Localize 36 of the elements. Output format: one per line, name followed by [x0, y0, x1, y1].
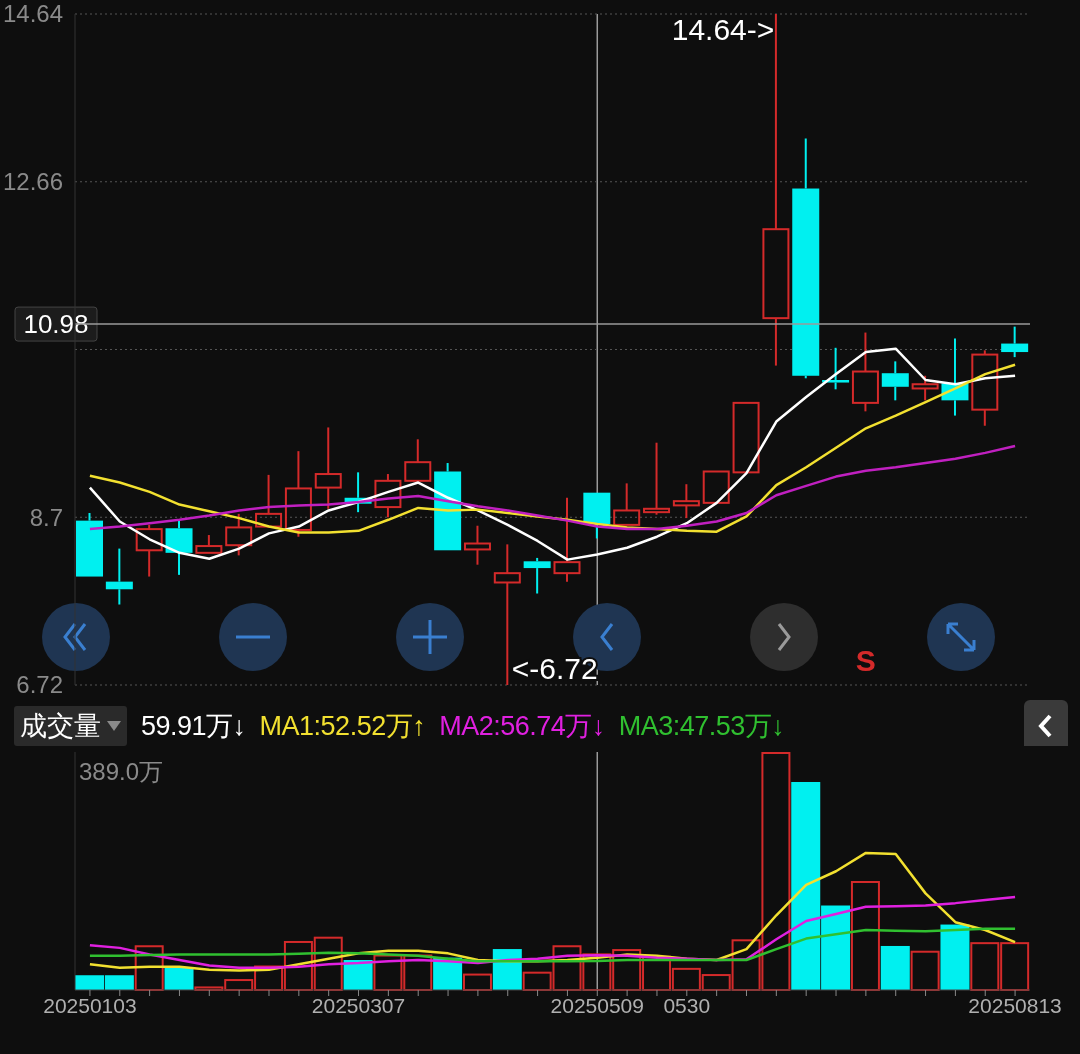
bar [492, 949, 522, 990]
candlestick [463, 524, 491, 566]
text: MA2:56.74万↓ [439, 710, 605, 743]
text: MA3:47.53万↓ [618, 710, 785, 743]
x-tick-label: 20250103 [43, 993, 137, 1017]
candlestick [553, 496, 581, 583]
bar [164, 967, 194, 990]
candlestick [1001, 325, 1029, 359]
annotation: 389.0万 [79, 757, 164, 787]
text: 59.91万↓ [141, 710, 246, 743]
bar [940, 924, 970, 990]
candlestick [881, 360, 909, 402]
y-tick-label: 14.64 [2, 0, 63, 28]
text: MA1:52.52万↑ [259, 710, 426, 743]
candlestick [672, 483, 700, 520]
line-series [88, 363, 1017, 534]
ref-line-label: 10.98 [23, 309, 89, 340]
candlestick [165, 519, 193, 576]
x-tick-label: 20250509 [550, 993, 644, 1017]
bar [880, 945, 910, 990]
bar [850, 881, 880, 991]
annotation: <-6.72 [511, 652, 598, 685]
candlestick [314, 426, 342, 510]
y-tick-label: 6.72 [16, 671, 63, 699]
x-tick-label: 20250813 [968, 993, 1062, 1017]
line-series [88, 444, 1017, 531]
annotation: S [855, 644, 876, 677]
y-tick-label: 8.7 [29, 503, 63, 531]
candlestick [105, 547, 133, 606]
x-tick-label: 20250307 [311, 993, 406, 1017]
candlestick [971, 349, 999, 427]
text: 成交量 [20, 710, 101, 743]
x-tick-label: 0530 [663, 993, 711, 1017]
y-tick-label: 12.66 [2, 168, 63, 196]
line-series [88, 347, 1017, 561]
annotation: 14.64-> [671, 13, 775, 46]
